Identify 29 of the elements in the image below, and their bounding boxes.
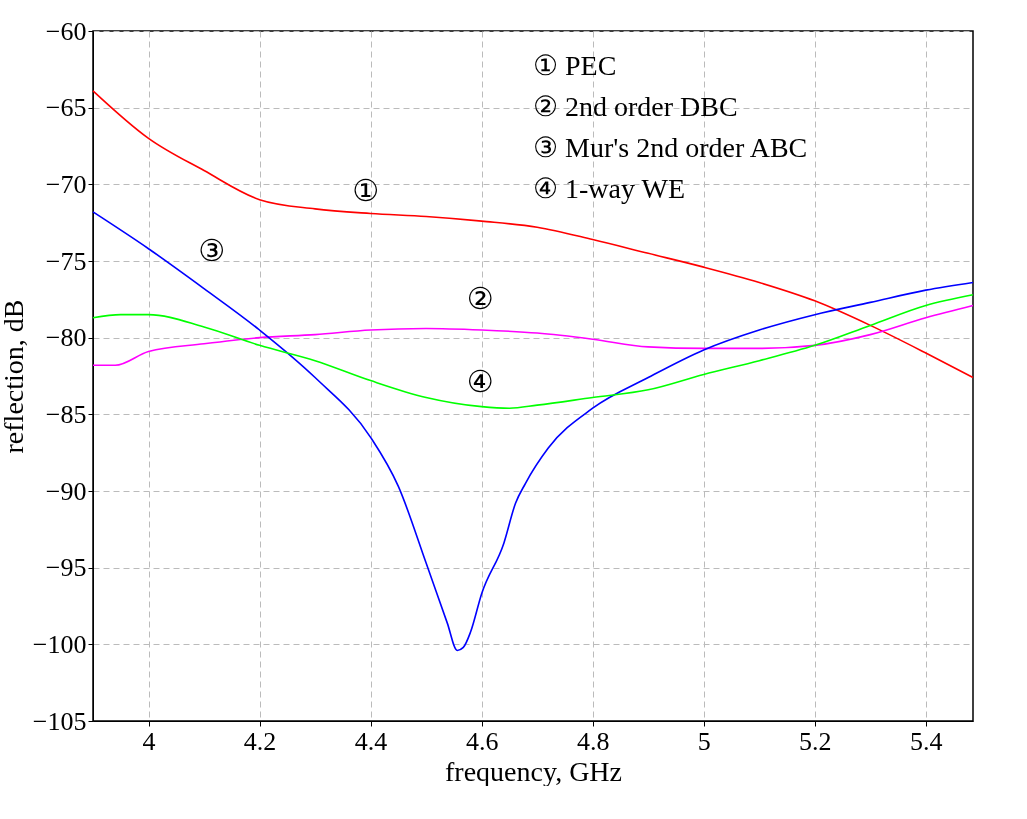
annotation: ① bbox=[352, 172, 380, 208]
annotation: ② bbox=[466, 281, 494, 317]
x-tick-label: 4 bbox=[142, 726, 156, 756]
x-tick-label: 5.4 bbox=[910, 726, 943, 756]
annotation: ③ bbox=[198, 232, 226, 268]
annotation: ④ bbox=[466, 363, 494, 399]
annotation: ① PEC bbox=[533, 50, 617, 81]
y-tick-label: −95 bbox=[45, 553, 87, 583]
y-tick-label: −80 bbox=[45, 323, 87, 353]
x-tick-label: 4.2 bbox=[243, 726, 277, 756]
line-series bbox=[92, 211, 974, 652]
x-tick-label: 4.4 bbox=[354, 726, 388, 756]
y-tick-label: −105 bbox=[32, 706, 87, 736]
y-tick-label: −70 bbox=[45, 169, 87, 199]
x-axis-title: frequency, GHz bbox=[445, 755, 622, 787]
y-tick-label: −100 bbox=[32, 629, 87, 659]
y-tick-label: −65 bbox=[45, 93, 87, 123]
y-tick-label: −60 bbox=[45, 16, 87, 46]
y-axis-title: reflection, dB bbox=[0, 299, 29, 454]
x-tick-label: 5 bbox=[697, 726, 711, 756]
annotation: ④ 1-way WE bbox=[533, 173, 685, 204]
annotation: ② 2nd order DBC bbox=[533, 91, 738, 122]
x-tick-label: 5.2 bbox=[799, 726, 832, 756]
x-tick-label: 4.8 bbox=[576, 726, 610, 756]
annotation: ③ Mur's 2nd order ABC bbox=[533, 132, 808, 163]
x-tick-label: 4.6 bbox=[465, 726, 499, 756]
y-tick-label: −75 bbox=[45, 246, 87, 276]
y-tick-label: −85 bbox=[45, 399, 87, 429]
y-tick-label: −90 bbox=[45, 476, 87, 506]
